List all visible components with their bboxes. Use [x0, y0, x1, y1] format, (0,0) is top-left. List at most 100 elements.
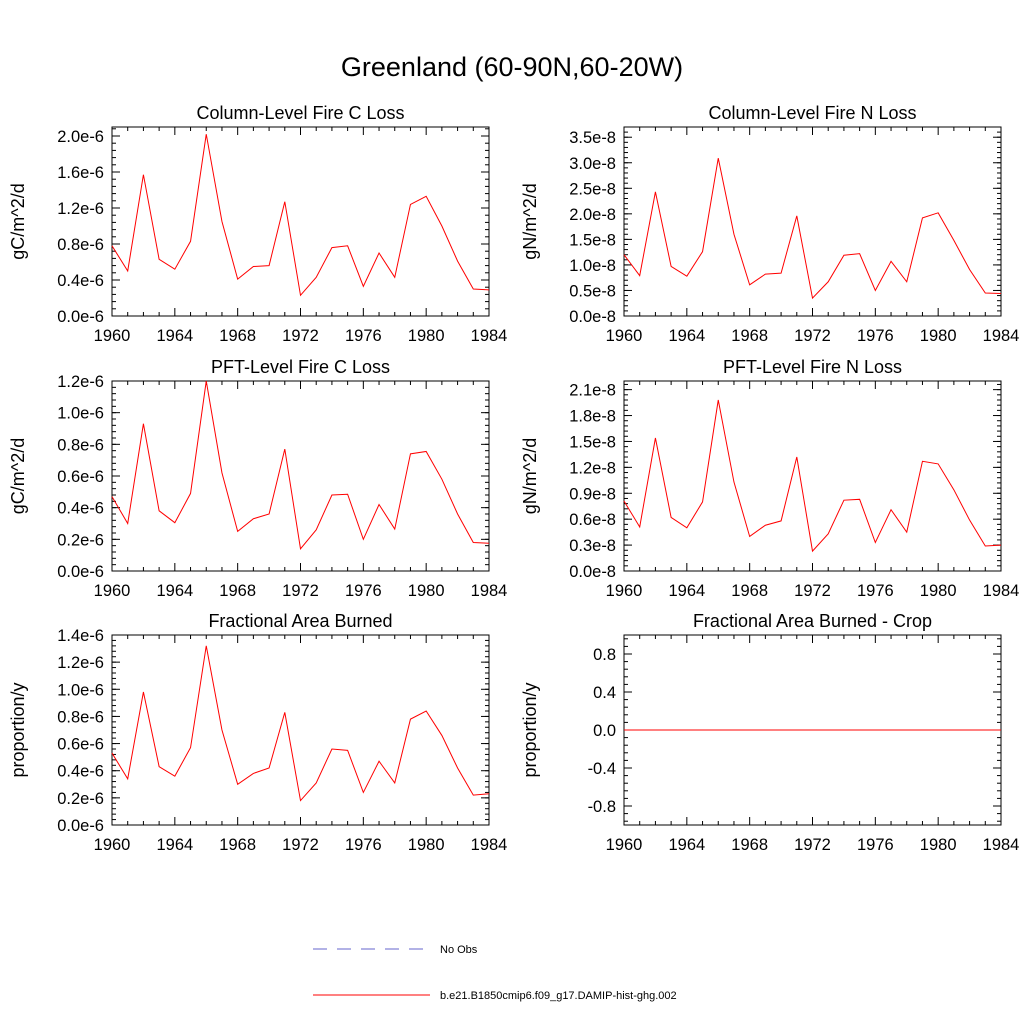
x-tick-label: 1980	[408, 582, 445, 600]
x-tick-label: 1972	[282, 582, 319, 600]
panel-title: PFT-Level Fire N Loss	[723, 357, 902, 377]
y-tick-label: -0.8	[588, 798, 616, 816]
y-tick-label: 2.1e-8	[569, 382, 616, 400]
plot-frame	[623, 126, 1002, 317]
y-tick-label: 0.4e-6	[57, 272, 104, 290]
y-tick-label: 0.8e-6	[57, 236, 104, 254]
x-tick-label: 1976	[345, 327, 382, 345]
y-tick-label: 0.4e-6	[57, 500, 104, 518]
y-axis-label: gC/m^2/d	[8, 183, 28, 259]
x-tick-label: 1960	[606, 582, 643, 600]
x-tick-label: 1968	[731, 836, 768, 854]
y-tick-label: 2.0e-8	[569, 206, 616, 224]
x-tick-label: 1968	[219, 327, 256, 345]
series-line	[111, 134, 490, 297]
x-tick-label: 1976	[345, 582, 382, 600]
y-tick-label: 0.0	[593, 722, 616, 740]
x-tick-label: 1984	[471, 327, 508, 345]
series-line	[111, 645, 490, 802]
y-axis-label: gN/m^2/d	[520, 183, 540, 259]
x-tick-label: 1980	[408, 327, 445, 345]
y-tick-label: 0.8e-6	[57, 436, 104, 454]
x-tick-label: 1976	[345, 836, 382, 854]
x-tick-label: 1968	[731, 582, 768, 600]
chart-panel-4: PFT-Level Fire N Loss gN/m^2/d 1960 1964 196…	[520, 357, 1019, 600]
panel-title: Column-Level Fire C Loss	[196, 103, 404, 123]
x-tick-label: 1964	[156, 836, 193, 854]
y-tick-label: 1.2e-6	[57, 200, 104, 218]
x-tick-label: 1964	[156, 582, 193, 600]
y-tick-label: 1.5e-8	[569, 433, 616, 451]
x-tick-label: 1960	[94, 836, 131, 854]
panel-title: Fractional Area Burned - Crop	[693, 611, 932, 631]
x-tick-label: 1976	[857, 582, 894, 600]
x-tick-label: 1984	[471, 582, 508, 600]
x-tick-label: 1972	[794, 836, 831, 854]
x-tick-label: 1980	[920, 836, 957, 854]
x-tick-label: 1980	[408, 836, 445, 854]
x-tick-label: 1984	[983, 836, 1020, 854]
y-tick-label: 1.0e-6	[57, 681, 104, 699]
chart-panel-3: PFT-Level Fire C Loss gC/m^2/d 1960 1964 196…	[8, 357, 507, 600]
y-tick-label: 0.4	[593, 684, 616, 702]
y-axis-label: proportion/y	[520, 682, 540, 777]
y-tick-label: 1.2e-8	[569, 459, 616, 477]
chart-panel-1: Column-Level Fire C Loss gC/m^2/d 1960 1964…	[8, 103, 507, 345]
x-tick-label: 1972	[794, 327, 831, 345]
y-tick-label: 1.4e-6	[57, 627, 104, 645]
plot-frame	[111, 126, 490, 317]
y-tick-label: 1.2e-6	[57, 373, 104, 391]
y-tick-label: 2.0e-6	[57, 128, 104, 146]
panel-title: Fractional Area Burned	[208, 611, 392, 631]
y-tick-label: 3.0e-8	[569, 155, 616, 173]
x-tick-label: 1984	[983, 327, 1020, 345]
y-tick-label: 0.4e-6	[57, 763, 104, 781]
x-tick-label: 1976	[857, 836, 894, 854]
x-tick-label: 1968	[731, 327, 768, 345]
plot-frame	[111, 634, 490, 826]
x-tick-label: 1964	[156, 327, 193, 345]
x-tick-label: 1980	[920, 327, 957, 345]
y-tick-label: 1.2e-6	[57, 654, 104, 672]
x-tick-label: 1964	[668, 582, 705, 600]
y-tick-label: 0.6e-6	[57, 468, 104, 486]
y-axis-label: proportion/y	[8, 682, 28, 777]
x-tick-label: 1972	[282, 327, 319, 345]
y-tick-label: 0.0e-8	[569, 308, 616, 326]
y-tick-label: 0.6e-8	[569, 511, 616, 529]
y-tick-label: 0.5e-8	[569, 282, 616, 300]
y-tick-label: 2.5e-8	[569, 180, 616, 198]
y-tick-label: 0.2e-6	[57, 531, 104, 549]
y-tick-label: 1.0e-8	[569, 257, 616, 275]
chart-panel-5: Fractional Area Burned proportion/y 1960 19…	[8, 611, 507, 854]
y-tick-label: 0.0e-6	[57, 563, 104, 581]
y-tick-label: 0.2e-6	[57, 790, 104, 808]
panel-title: PFT-Level Fire C Loss	[211, 357, 390, 377]
x-tick-label: 1972	[794, 582, 831, 600]
legend-label-no-obs: No Obs	[440, 944, 478, 956]
y-tick-label: 0.8e-6	[57, 708, 104, 726]
chart-panel-6: Fractional Area Burned - Crop proportion/…	[520, 611, 1019, 854]
y-tick-label: 0.0e-6	[57, 817, 104, 835]
y-tick-label: 0.0e-6	[57, 308, 104, 326]
x-tick-label: 1968	[219, 582, 256, 600]
x-tick-label: 1968	[219, 836, 256, 854]
x-tick-label: 1980	[920, 582, 957, 600]
x-tick-label: 1960	[606, 836, 643, 854]
y-tick-label: 1.8e-8	[569, 408, 616, 426]
x-tick-label: 1972	[282, 836, 319, 854]
plot-frame	[111, 380, 490, 572]
chart-panel-2: Column-Level Fire N Loss gN/m^2/d 1960 1964…	[520, 103, 1019, 345]
x-tick-label: 1964	[668, 836, 705, 854]
panel-title: Column-Level Fire N Loss	[708, 103, 916, 123]
y-tick-label: -0.4	[588, 760, 616, 778]
page-title: Greenland (60-90N,60-20W)	[340, 52, 684, 82]
y-tick-label: 0.8	[593, 646, 616, 664]
x-tick-label: 1960	[606, 327, 643, 345]
y-tick-label: 1.5e-8	[569, 231, 616, 249]
series-line	[623, 399, 1002, 553]
y-tick-label: 0.3e-8	[569, 537, 616, 555]
x-tick-label: 1960	[94, 327, 131, 345]
legend-label-run: b.e21.B1850cmip6.f09_g17.DAMIP-hist-ghg.…	[440, 990, 677, 1002]
